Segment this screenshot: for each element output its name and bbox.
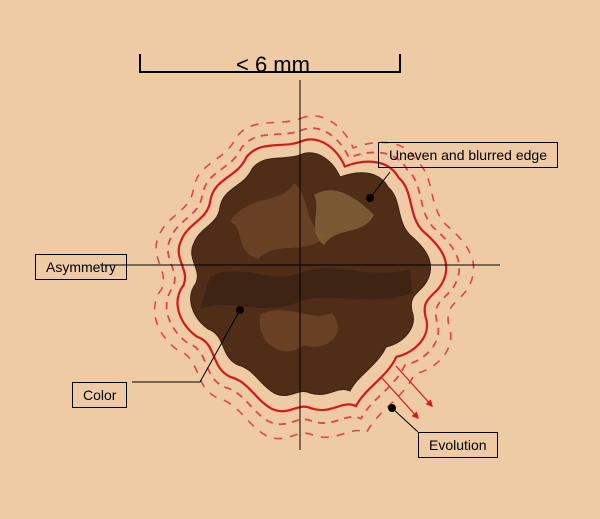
size-indicator-label: < 6 mm (236, 52, 310, 78)
diagram-stage: < 6 mm Uneven and blurred edge Asymmetry… (0, 0, 600, 519)
label-asymmetry: Asymmetry (35, 254, 127, 280)
label-color: Color (72, 382, 127, 408)
label-uneven-edge: Uneven and blurred edge (378, 142, 558, 168)
label-evolution: Evolution (418, 432, 498, 458)
